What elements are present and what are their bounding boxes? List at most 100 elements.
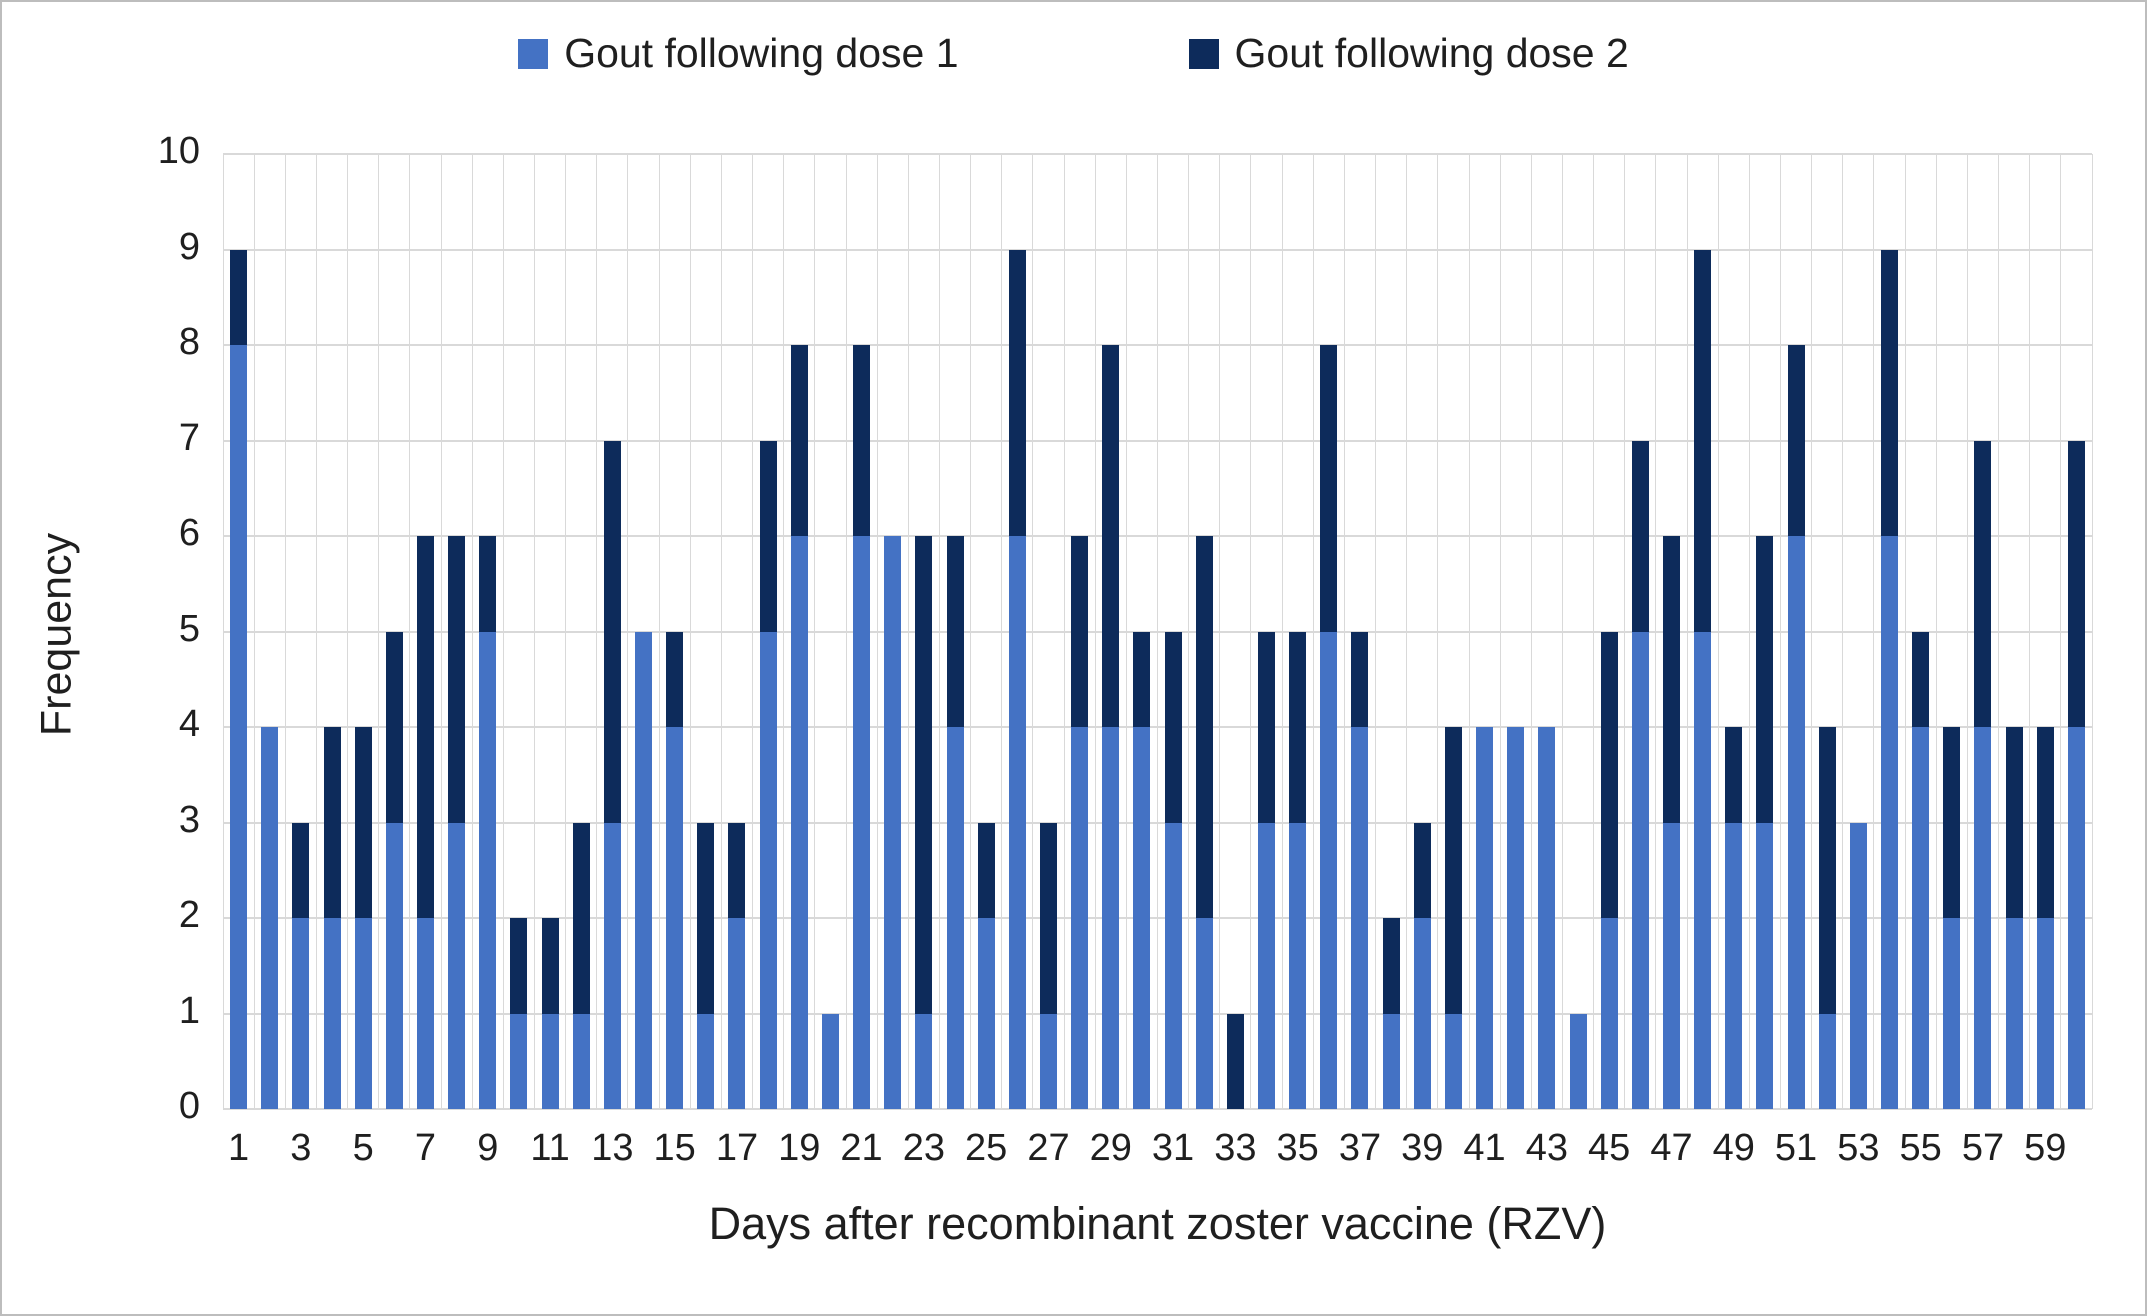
bar-day-3-dose1 <box>292 918 310 1109</box>
bar-day-48-dose2 <box>1694 249 1712 632</box>
h-gridline <box>223 344 2092 346</box>
bar-day-3-dose2 <box>292 822 310 918</box>
bar-day-50-dose1 <box>1756 822 1774 1109</box>
bar-day-40-dose1 <box>1444 1013 1462 1109</box>
x-tick-label: 51 <box>1774 1127 1818 1169</box>
bar-day-1-dose2 <box>230 249 248 345</box>
y-tick-label: 10 <box>157 130 200 172</box>
h-gridline <box>223 821 2092 824</box>
bar-day-35-dose1 <box>1289 822 1307 1109</box>
bar-day-2-dose1 <box>261 727 279 1109</box>
bar-day-25-dose2 <box>977 822 995 918</box>
x-tick-label: 35 <box>1276 1127 1319 1169</box>
bar-day-32-dose2 <box>1195 536 1213 918</box>
bar-day-57-dose2 <box>1974 440 1992 727</box>
bar-day-25-dose1 <box>977 918 995 1109</box>
bar-day-10-dose2 <box>510 918 528 1014</box>
bar-day-16-dose1 <box>697 1013 715 1109</box>
x-tick-label: 47 <box>1650 1127 1693 1169</box>
bar-day-48-dose1 <box>1694 631 1712 1109</box>
y-tick-label: 0 <box>178 1085 200 1127</box>
bar-day-60-dose1 <box>2067 727 2085 1109</box>
bar-day-4-dose2 <box>323 727 341 918</box>
x-tick-label: 53 <box>1837 1127 1880 1169</box>
legend-label-dose1: Gout following dose 1 <box>564 30 959 76</box>
bar-day-26-dose1 <box>1008 536 1026 1109</box>
y-axis-title: Frequency <box>32 532 81 737</box>
bar-day-39-dose2 <box>1413 822 1431 918</box>
bar-day-36-dose1 <box>1320 631 1338 1109</box>
x-tick-label: 21 <box>840 1127 883 1169</box>
y-tick-label: 2 <box>178 894 200 936</box>
legend: Gout following dose 1 Gout following dos… <box>2 30 2145 77</box>
bar-day-26-dose2 <box>1008 249 1026 536</box>
x-tick-label: 29 <box>1089 1127 1132 1169</box>
bar-day-40-dose2 <box>1444 727 1462 1014</box>
x-tick-label: 49 <box>1712 1127 1755 1169</box>
bar-day-57-dose1 <box>1974 727 1992 1109</box>
y-tick-label: 9 <box>178 225 200 268</box>
bar-day-4-dose1 <box>323 918 341 1109</box>
bar-day-55-dose2 <box>1912 631 1930 727</box>
bar-day-58-dose2 <box>2005 727 2023 918</box>
x-tick-label: 55 <box>1899 1127 1942 1169</box>
bar-day-56-dose2 <box>1943 727 1961 918</box>
bar-day-60-dose2 <box>2067 440 2085 727</box>
h-gridline <box>223 535 2092 537</box>
bar-day-27-dose1 <box>1039 1013 1057 1109</box>
bar-day-53-dose1 <box>1849 822 1867 1109</box>
bar-day-9-dose2 <box>479 536 497 632</box>
h-gridline <box>223 726 2092 728</box>
bar-day-21-dose1 <box>853 536 871 1109</box>
bar-day-36-dose2 <box>1320 345 1338 632</box>
bar-day-58-dose1 <box>2005 918 2023 1109</box>
bar-day-37-dose2 <box>1351 631 1369 727</box>
x-tick-label: 9 <box>477 1127 499 1169</box>
bar-day-5-dose1 <box>354 918 372 1109</box>
bar-day-19-dose2 <box>790 345 808 536</box>
x-tick-label: 45 <box>1588 1127 1631 1169</box>
bar-day-46-dose1 <box>1631 631 1649 1109</box>
h-gridline <box>223 153 2092 155</box>
bar-day-20-dose1 <box>821 1013 839 1109</box>
bar-day-13-dose1 <box>603 822 621 1109</box>
bar-day-19-dose1 <box>790 536 808 1109</box>
bar-day-54-dose1 <box>1881 536 1899 1109</box>
x-tick-label: 25 <box>965 1127 1008 1169</box>
x-tick-label: 11 <box>530 1127 570 1169</box>
bar-day-27-dose2 <box>1039 822 1057 1014</box>
bar-day-50-dose2 <box>1756 536 1774 823</box>
x-tick-label: 41 <box>1463 1127 1506 1169</box>
x-tick-label: 5 <box>352 1127 374 1169</box>
h-gridline <box>223 1012 2092 1015</box>
bar-day-31-dose1 <box>1164 822 1182 1109</box>
bar-day-39-dose1 <box>1413 918 1431 1109</box>
bar-day-52-dose2 <box>1818 727 1836 1014</box>
bar-day-59-dose2 <box>2036 727 2054 918</box>
bar-day-51-dose2 <box>1787 345 1805 536</box>
x-tick-label: 23 <box>902 1127 946 1169</box>
bar-day-18-dose1 <box>759 631 777 1109</box>
bar-day-12-dose2 <box>572 822 590 1014</box>
bar-day-18-dose2 <box>759 440 777 632</box>
bar-day-10-dose1 <box>510 1013 528 1109</box>
bar-day-6-dose1 <box>385 822 403 1109</box>
bar-day-34-dose1 <box>1258 822 1276 1109</box>
bar-day-54-dose2 <box>1881 249 1899 536</box>
x-tick-label: 17 <box>715 1127 759 1169</box>
legend-item-dose2: Gout following dose 2 <box>1188 30 1629 77</box>
y-tick-label: 6 <box>178 512 200 554</box>
bar-day-38-dose2 <box>1382 918 1400 1014</box>
y-tick-label: 3 <box>178 798 200 841</box>
bar-day-15-dose2 <box>666 631 684 727</box>
y-tick-label: 4 <box>178 703 200 745</box>
bar-day-5-dose2 <box>354 727 372 918</box>
y-tick-label: 7 <box>178 416 200 459</box>
bar-day-23-dose1 <box>915 1013 933 1109</box>
bar-day-56-dose1 <box>1943 918 1961 1109</box>
bar-day-16-dose2 <box>697 822 715 1014</box>
bar-day-24-dose1 <box>946 727 964 1109</box>
x-tick-label: 27 <box>1027 1127 1070 1169</box>
bar-day-59-dose1 <box>2036 918 2054 1109</box>
